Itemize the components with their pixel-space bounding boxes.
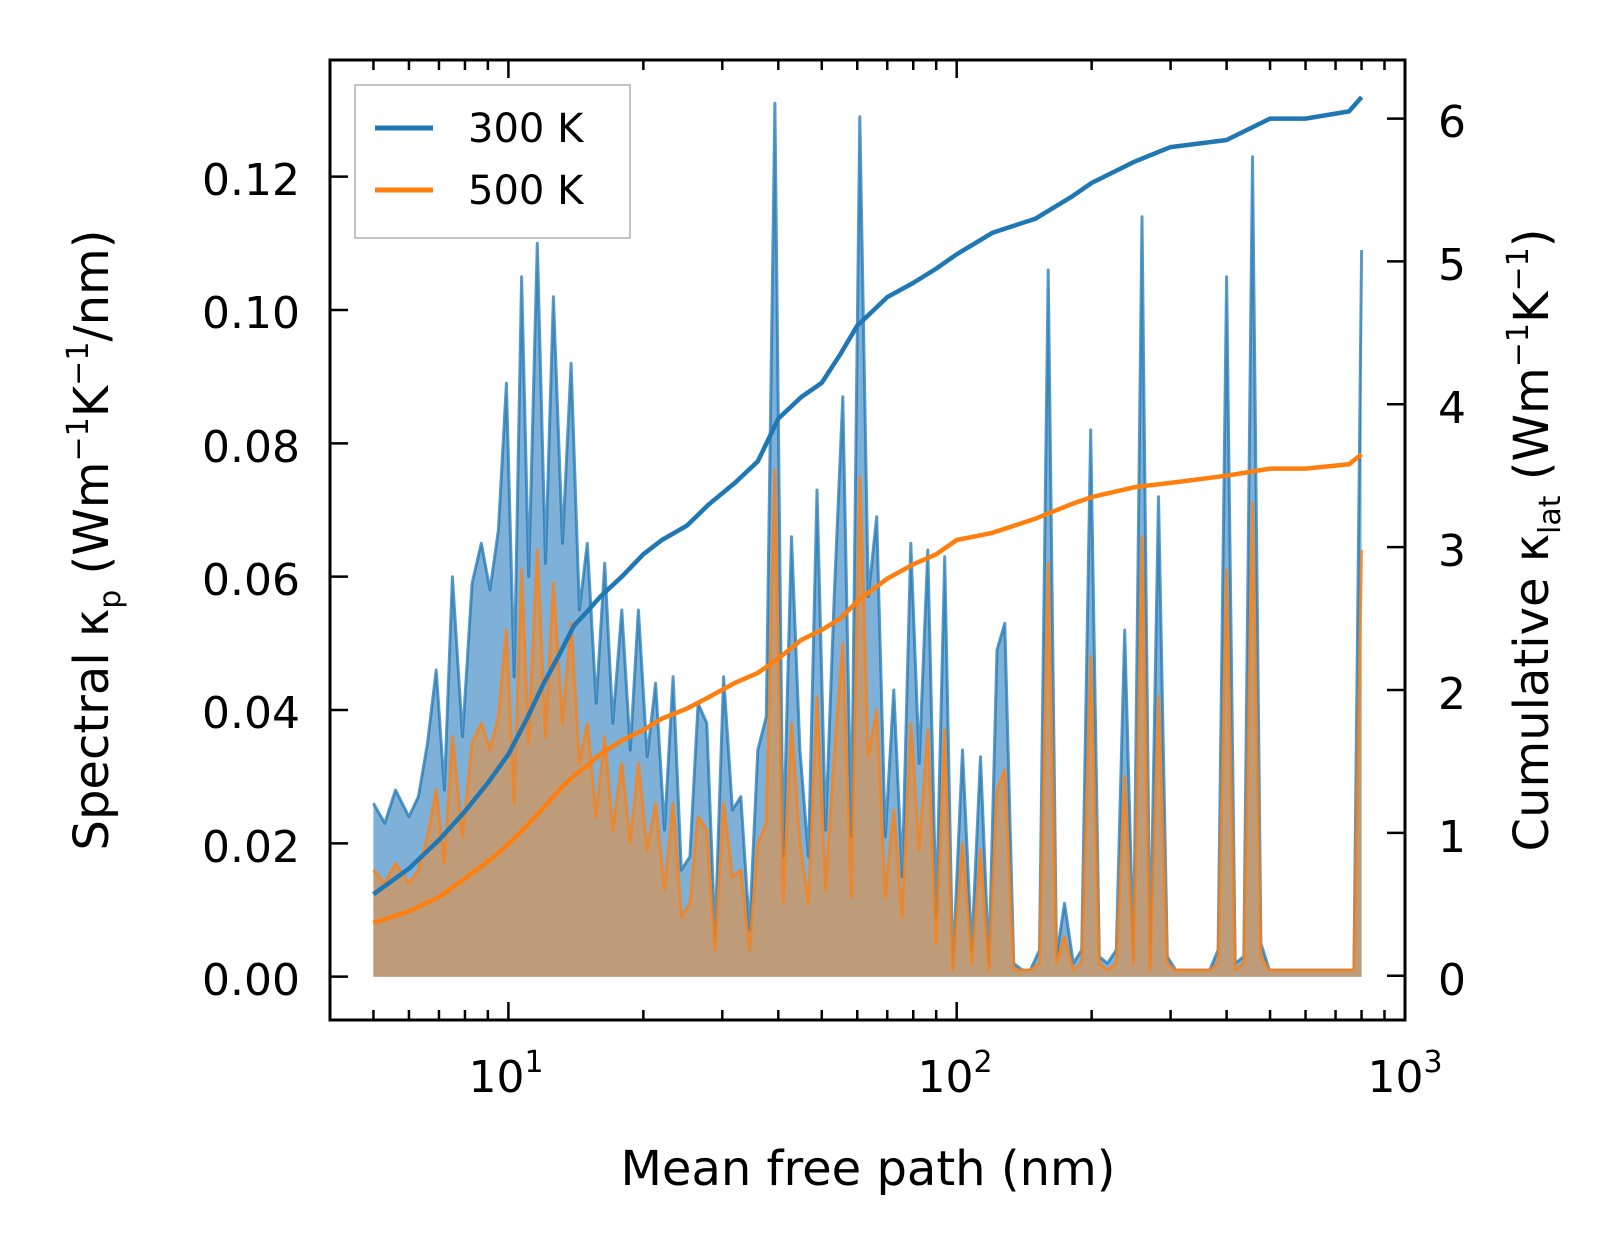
- axis-ticks: [328, 60, 1407, 1020]
- left-y-tick-label: 0.06: [202, 555, 300, 606]
- left-y-tick-label: 0.12: [202, 155, 300, 206]
- right-y-axis-label: Cumulative κlat (Wm−1K−1): [1501, 229, 1568, 852]
- right-y-tick-label: 6: [1438, 97, 1466, 148]
- plot-frame: [328, 58, 1407, 1022]
- left-y-tick-label: 0.02: [202, 822, 300, 873]
- legend: 300 K 500 K: [354, 84, 631, 239]
- right-y-tick-label: 4: [1438, 383, 1466, 434]
- legend-label-500k: 500 K: [468, 168, 585, 214]
- left-y-tick-label: 0.10: [202, 288, 300, 339]
- left-y-tick-label: 0.08: [202, 422, 300, 473]
- x-tick-label-10: 101: [468, 1045, 543, 1103]
- x-tick-label-1000: 103: [1367, 1045, 1442, 1103]
- legend-box: [354, 84, 631, 239]
- right-y-tick-label: 3: [1438, 526, 1466, 577]
- spectral-500k-line: [372, 468, 1364, 972]
- right-y-tick-label: 2: [1438, 669, 1466, 720]
- left-y-tick-label: 0.00: [202, 955, 300, 1006]
- right-y-tick-label: 0: [1438, 955, 1466, 1006]
- legend-label-300k: 300 K: [468, 106, 585, 152]
- x-tick-label-100: 102: [917, 1045, 992, 1103]
- left-y-axis-label: Spectral κp (Wm−1K−1/nm): [61, 230, 128, 851]
- spectral-300k-fill: [373, 103, 1362, 977]
- cumulative-300k-line: [372, 95, 1364, 897]
- spectral-500k-fill: [373, 470, 1362, 977]
- cumulative-500k-line: [372, 452, 1363, 926]
- right-y-tick-label: 5: [1438, 240, 1466, 291]
- left-y-tick-label: 0.04: [202, 688, 300, 739]
- right-y-tick-label: 1: [1438, 812, 1466, 863]
- x-axis-label: Mean free path (nm): [621, 1141, 1116, 1197]
